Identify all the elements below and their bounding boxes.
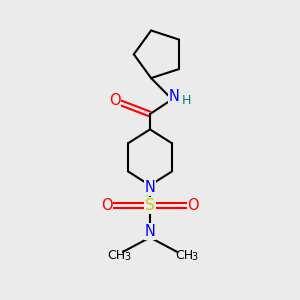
Text: O: O — [101, 198, 112, 213]
Text: 3: 3 — [124, 252, 130, 262]
Text: N: N — [145, 180, 155, 195]
Text: H: H — [182, 94, 191, 107]
Text: 3: 3 — [192, 252, 198, 262]
Text: N: N — [169, 89, 180, 104]
Text: N: N — [145, 224, 155, 239]
Text: CH: CH — [175, 249, 193, 262]
Text: S: S — [145, 198, 155, 213]
Text: O: O — [109, 93, 121, 108]
Text: CH: CH — [107, 249, 125, 262]
Text: O: O — [188, 198, 199, 213]
